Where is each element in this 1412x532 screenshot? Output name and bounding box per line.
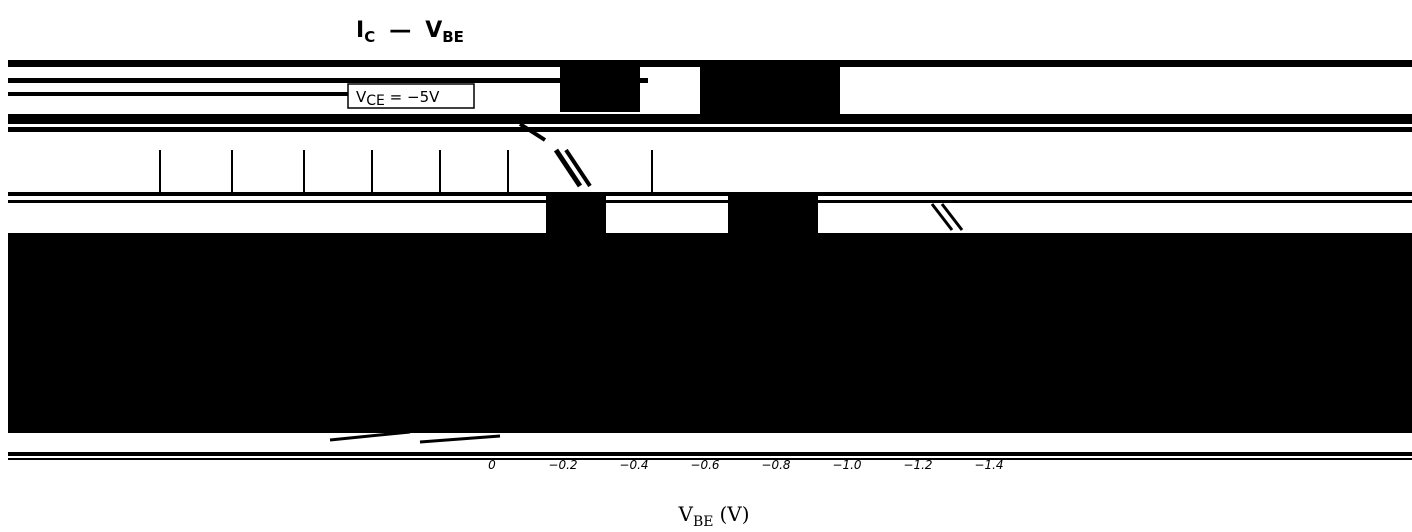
- x-tick-label: −0.2: [548, 458, 577, 472]
- annotation-ce: CE: [366, 93, 385, 109]
- chart-title: IC — VBE: [356, 18, 464, 46]
- x-axis-label: VBE (V): [677, 502, 749, 530]
- artifact-band-5: [8, 127, 1412, 132]
- annotation-text: VCE = −5V: [356, 88, 440, 109]
- artifact-stroke-4: [930, 203, 954, 231]
- artifact-block-3: [546, 196, 606, 236]
- artifact-stroke-6: [329, 430, 411, 442]
- artifact-stroke-5: [940, 203, 964, 231]
- title-ic-sub: C: [364, 28, 375, 46]
- artifact-band-3: [8, 92, 428, 96]
- artifact-band-8: [8, 452, 1412, 456]
- title-dash: —: [389, 18, 411, 43]
- artifact-band-9: [8, 458, 1412, 460]
- x-axis-label-unit: (V): [719, 502, 749, 526]
- x-tick-label: −0.8: [761, 458, 791, 472]
- artifact-stroke-2: [564, 148, 592, 188]
- x-tick-label: −1.2: [903, 458, 932, 472]
- artifact-band-4: [8, 114, 1412, 124]
- artifact-block-2: [700, 66, 840, 114]
- artifact-band-6: [8, 192, 1412, 196]
- x-tick-label: −0.6: [690, 458, 720, 472]
- artifact-stroke-3: [518, 122, 547, 142]
- title-vbe: V: [425, 18, 442, 43]
- scan-artifacts: [8, 60, 1412, 460]
- x-axis-label-sub: BE: [693, 514, 714, 530]
- vce-annotation: VCE = −5V: [347, 83, 475, 109]
- annotation-value: = −5V: [385, 88, 440, 106]
- artifact-band-2: [8, 78, 648, 83]
- title-vbe-sub: BE: [442, 28, 464, 46]
- artifact-dark-block: [8, 233, 1412, 433]
- title-ic: I: [356, 18, 364, 43]
- artifact-block-1: [560, 66, 640, 112]
- x-axis-ticks: 0 −0.2 −0.4 −0.6 −0.8 −1.0 −1.2 −1.4: [488, 458, 1003, 472]
- artifact-block-4: [728, 196, 818, 236]
- artifact-band-7: [8, 200, 1412, 203]
- x-tick-label: 0: [488, 458, 496, 472]
- annotation-frame: [347, 83, 475, 109]
- annotation-v: V: [356, 88, 367, 106]
- x-tick-label: −1.0: [832, 458, 862, 472]
- x-tick-label: −0.4: [619, 458, 648, 472]
- artifact-stroke-7: [419, 434, 501, 444]
- artifact-stroke-1: [553, 148, 583, 188]
- artifact-band-1: [8, 60, 1412, 67]
- x-axis-label-v: V: [677, 502, 693, 526]
- x-tick-label: −1.4: [974, 458, 1003, 472]
